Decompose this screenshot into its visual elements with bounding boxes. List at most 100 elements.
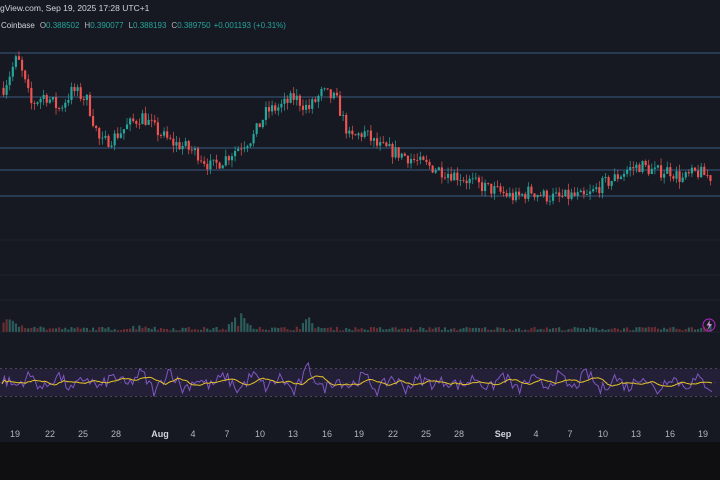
- candle-body: [709, 175, 712, 181]
- volume-bar: [400, 328, 403, 332]
- volume-bar: [474, 327, 477, 332]
- candle-body: [477, 177, 481, 183]
- volume-bar: [650, 327, 653, 332]
- candle-body: [348, 130, 351, 134]
- candle-body: [274, 105, 277, 111]
- candle-body: [588, 191, 592, 195]
- candle-body: [440, 167, 443, 178]
- candle-body: [428, 162, 431, 166]
- volume-bar: [527, 330, 530, 332]
- x-tick-label: 4: [190, 429, 195, 439]
- candle-body: [363, 131, 366, 138]
- candle-body: [416, 159, 419, 161]
- volume-bar: [493, 329, 496, 332]
- candle-body: [45, 95, 48, 103]
- volume-bar: [45, 329, 48, 332]
- volume-bar: [48, 328, 51, 332]
- change-value: +0.001193 (+0.31%): [213, 21, 286, 30]
- candle-body: [558, 192, 561, 196]
- volume-bar: [539, 328, 542, 332]
- candle-body: [422, 156, 425, 160]
- candle-body: [292, 93, 295, 101]
- volume-bar: [175, 330, 178, 332]
- volume-bar: [595, 327, 598, 332]
- volume-bar: [255, 329, 258, 332]
- x-axis: 19 22 25 28 Aug 4 7 10 13 16 19 22 25 28 Sep 4 7 10 13 16 19: [10, 429, 708, 439]
- candle-body: [462, 180, 465, 181]
- volume-bar: [564, 330, 567, 332]
- candle-body: [641, 161, 644, 173]
- volume-bar: [311, 323, 314, 332]
- volume-bar: [221, 328, 224, 332]
- candle-body: [153, 120, 156, 123]
- x-tick-label: 13: [288, 429, 298, 439]
- close-value: 0.389750: [177, 21, 211, 30]
- candle-body: [289, 93, 292, 103]
- candle-body: [450, 173, 453, 181]
- volume-bar: [610, 328, 613, 332]
- volume-bar: [150, 329, 153, 332]
- candle-body: [88, 94, 92, 116]
- volume-bar: [113, 329, 116, 332]
- volume-bar: [663, 327, 666, 332]
- lightning-icon[interactable]: [702, 318, 716, 332]
- candle-body: [147, 119, 150, 125]
- candle-body: [409, 159, 413, 164]
- volume-bar: [465, 327, 468, 332]
- candle-body: [456, 172, 459, 181]
- candle-body: [585, 194, 589, 195]
- candle-body: [530, 186, 533, 194]
- volume-bar: [363, 329, 366, 332]
- volume-bar: [570, 328, 573, 332]
- candle-body: [419, 156, 422, 161]
- volume-bar: [517, 328, 521, 332]
- volume-bar: [675, 328, 678, 332]
- volume-bar: [592, 327, 595, 332]
- candle-body: [212, 159, 215, 161]
- candle-body: [156, 122, 159, 136]
- candle-body: [82, 98, 85, 100]
- volume-bar: [413, 329, 416, 332]
- volume-bar: [524, 329, 527, 332]
- volume-bar: [446, 329, 450, 332]
- x-tick-label: 22: [388, 429, 398, 439]
- volume-bar: [416, 329, 419, 332]
- volume-bar: [496, 327, 499, 332]
- candle-body: [218, 162, 221, 169]
- candle-body: [521, 194, 524, 196]
- x-tick-label: 19: [698, 429, 708, 439]
- volume-bar: [172, 328, 175, 332]
- candle-body: [524, 194, 527, 199]
- candle-body: [252, 133, 255, 144]
- candle-body: [391, 144, 394, 158]
- candle-body: [200, 160, 203, 162]
- volume-bar: [283, 327, 286, 332]
- ohlc-legend: Coinbase O0.388502 H0.390077 L0.388193 C0.38…: [0, 21, 286, 35]
- chart-svg[interactable]: 19 22 25 28 Aug 4 7 10 13 16 19 22 25 28 Sep 4 7 10 13 16 19: [0, 0, 720, 442]
- candle-body: [681, 177, 684, 182]
- volume-bar: [104, 328, 107, 332]
- candle-body: [582, 190, 585, 195]
- candle-body: [687, 172, 690, 174]
- candle-body: [567, 189, 570, 199]
- volume-bar: [499, 327, 502, 332]
- volume-bar: [98, 327, 101, 332]
- candle-body: [159, 135, 163, 136]
- x-tick-label: 28: [454, 429, 464, 439]
- candle-body: [335, 92, 339, 96]
- volume-bar: [203, 326, 206, 332]
- candle-body: [317, 95, 320, 102]
- candle-body: [703, 166, 706, 176]
- volume-bar: [267, 330, 271, 332]
- candle-body: [14, 56, 17, 67]
- candle-body: [693, 167, 697, 171]
- candle-body: [27, 79, 30, 89]
- volume-bar: [635, 327, 638, 332]
- candle-body: [54, 97, 58, 109]
- volume-bar: [54, 328, 58, 332]
- candle-body: [64, 102, 67, 108]
- volume-bar: [17, 326, 21, 332]
- candle-body: [406, 155, 410, 164]
- volume-bar: [582, 327, 585, 332]
- volume-bar: [116, 330, 119, 332]
